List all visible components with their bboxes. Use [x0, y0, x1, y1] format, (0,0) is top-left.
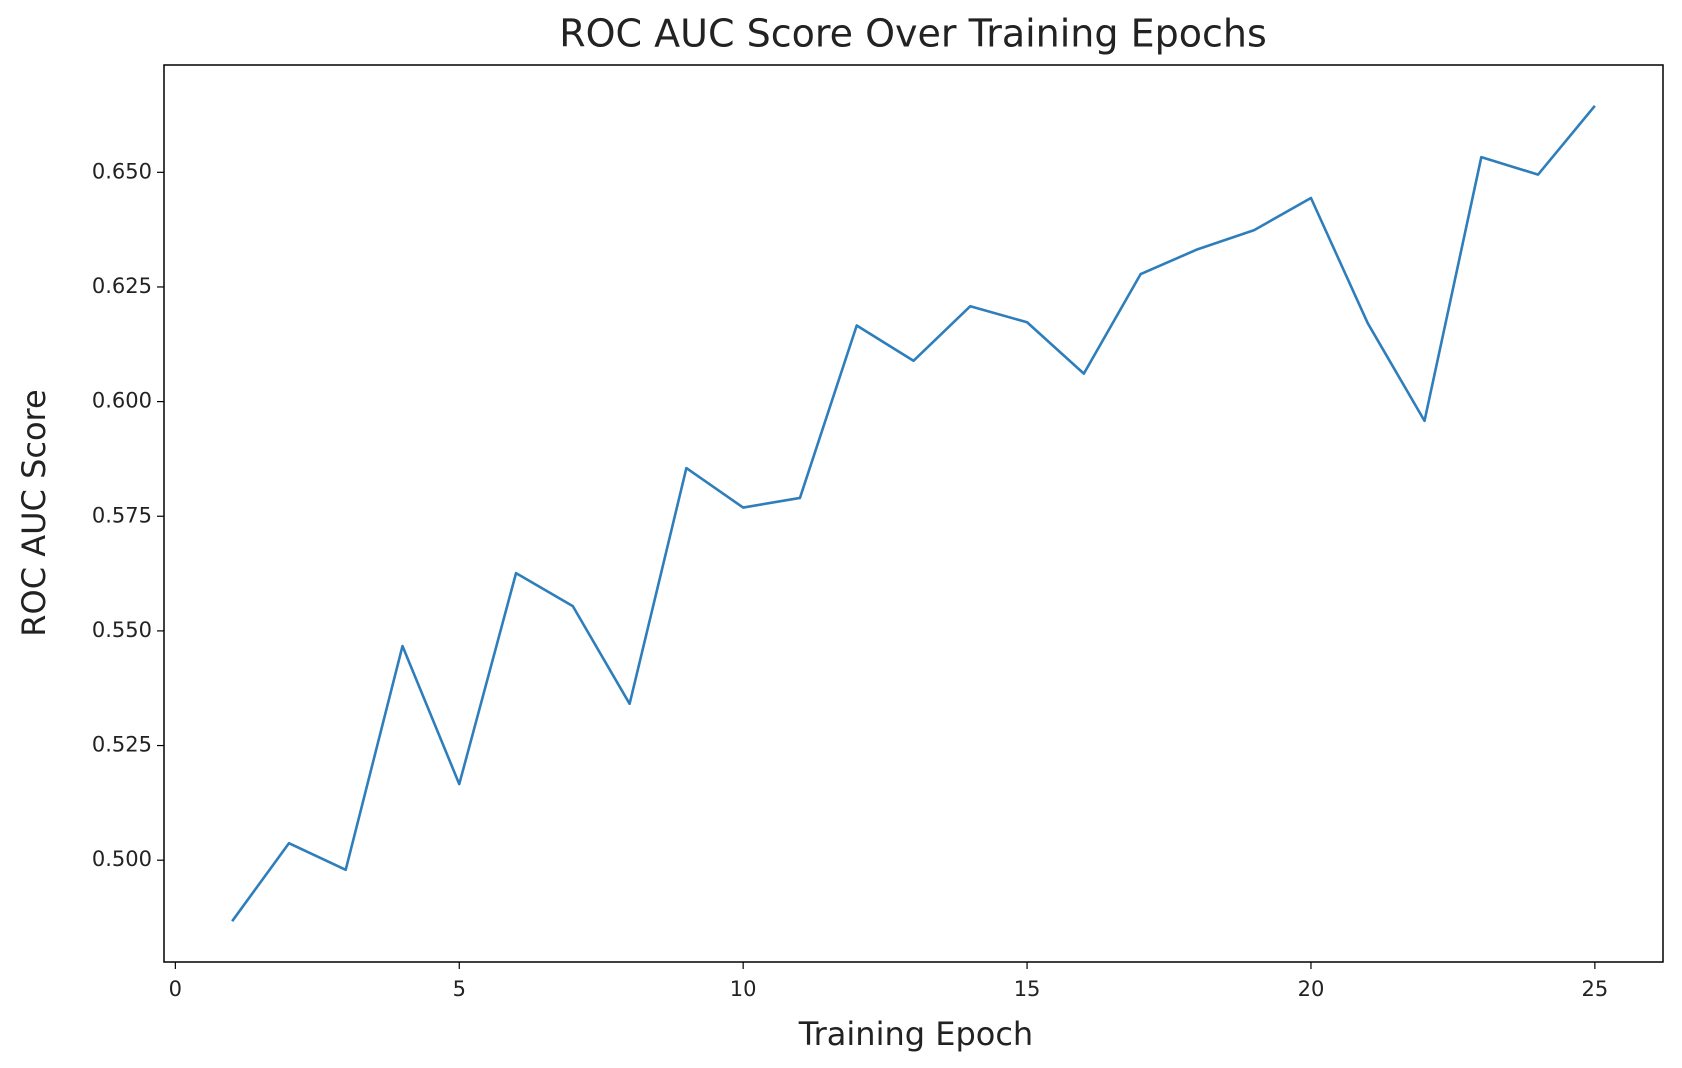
y-tick-label: 0.550 — [92, 618, 152, 642]
y-tick-label: 0.525 — [92, 733, 152, 757]
line — [231, 104, 1596, 922]
plot-frame — [163, 64, 1664, 963]
x-tick-label: 5 — [453, 977, 466, 1001]
chart-title: ROC AUC Score Over Training Epochs — [559, 12, 1267, 56]
x-tick-label: 20 — [1298, 977, 1325, 1001]
x-tick-label: 25 — [1581, 977, 1608, 1001]
y-tick-label: 0.500 — [92, 847, 152, 871]
y-tick-label: 0.650 — [92, 159, 152, 183]
y-axis-label: ROC AUC Score — [15, 389, 53, 636]
y-tick-label: 0.625 — [92, 274, 152, 298]
x-tick-label: 0 — [169, 977, 182, 1001]
x-axis-label: Training Epoch — [798, 1015, 1033, 1053]
y-tick-label: 0.600 — [92, 389, 152, 413]
x-tick-label: 10 — [730, 977, 757, 1001]
y-tick-label: 0.575 — [92, 503, 152, 527]
x-tick-label: 15 — [1014, 977, 1041, 1001]
